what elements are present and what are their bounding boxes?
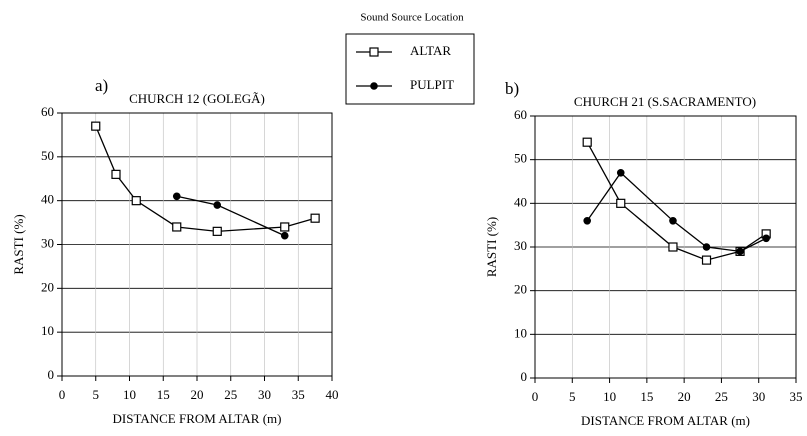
marker: [702, 243, 711, 251]
x-tick-label: 20: [191, 387, 204, 402]
x-tick-label: 5: [569, 389, 576, 404]
marker: [172, 222, 182, 232]
marker: [213, 201, 222, 209]
panel-label: b): [505, 79, 519, 98]
x-axis-label: DISTANCE FROM ALTAR (m): [113, 411, 282, 426]
panel-label: a): [95, 76, 108, 95]
marker: [616, 198, 626, 208]
y-tick-label: 30: [41, 235, 54, 250]
x-tick-label: 35: [292, 387, 305, 402]
marker: [583, 217, 591, 225]
legend-marker: [369, 47, 379, 57]
plot-frame: [61, 112, 333, 377]
marker: [582, 137, 592, 147]
y-axis-label: RASTI (%): [484, 217, 499, 277]
chart-title: CHURCH 21 (S.SACRAMENTO): [574, 94, 756, 109]
legend-marker: [370, 82, 378, 90]
marker: [280, 231, 289, 240]
marker: [668, 242, 678, 252]
y-tick-label: 60: [514, 107, 527, 122]
x-tick-label: 25: [715, 389, 728, 404]
chart-title: CHURCH 12 (GOLEGÃ): [129, 91, 265, 106]
x-tick-label: 30: [258, 387, 271, 402]
x-tick-label: 0: [59, 387, 66, 402]
marker: [131, 196, 141, 206]
marker: [736, 247, 744, 256]
x-tick-label: 10: [603, 389, 616, 404]
x-tick-label: 0: [532, 389, 539, 404]
marker: [762, 234, 770, 243]
marker: [111, 169, 121, 179]
legend-label: ALTAR: [410, 43, 451, 58]
marker: [280, 222, 290, 232]
marker: [212, 226, 222, 236]
y-axis-label: RASTI (%): [11, 214, 26, 274]
series-line: [586, 171, 767, 253]
y-tick-label: 0: [48, 367, 55, 382]
x-tick-label: 30: [752, 389, 765, 404]
y-tick-label: 40: [514, 194, 527, 209]
x-tick-label: 40: [326, 387, 339, 402]
x-tick-label: 15: [157, 387, 170, 402]
x-tick-label: 25: [224, 387, 237, 402]
marker: [669, 217, 677, 225]
y-tick-label: 10: [514, 325, 527, 340]
y-tick-label: 0: [521, 369, 528, 384]
marker: [91, 121, 101, 131]
series-line: [95, 125, 316, 233]
x-axis-label: DISTANCE FROM ALTAR (m): [581, 413, 750, 428]
legend-box: [345, 33, 475, 105]
x-tick-label: 5: [93, 387, 100, 402]
y-tick-label: 40: [41, 192, 54, 207]
x-tick-label: 20: [678, 389, 691, 404]
legend-title: Sound Source Location: [360, 12, 464, 24]
plot-frame: [534, 115, 797, 379]
x-tick-label: 15: [640, 389, 653, 404]
y-tick-label: 50: [514, 151, 527, 166]
y-tick-label: 10: [41, 323, 54, 338]
marker: [701, 255, 712, 265]
y-tick-label: 20: [514, 282, 527, 297]
x-tick-label: 10: [123, 387, 136, 402]
legend-label: PULPIT: [410, 77, 454, 92]
y-tick-label: 50: [41, 148, 54, 163]
marker: [172, 192, 181, 201]
marker: [310, 213, 320, 223]
y-tick-label: 60: [41, 104, 54, 119]
y-tick-label: 30: [514, 238, 527, 253]
marker: [616, 168, 625, 177]
y-tick-label: 20: [41, 279, 54, 294]
x-tick-label: 35: [790, 389, 803, 404]
